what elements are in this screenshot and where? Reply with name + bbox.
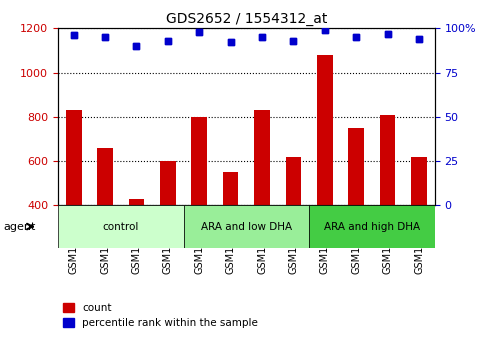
Bar xyxy=(380,115,396,294)
Point xyxy=(258,34,266,40)
Point xyxy=(415,36,423,42)
Title: GDS2652 / 1554312_at: GDS2652 / 1554312_at xyxy=(166,12,327,26)
Point xyxy=(164,38,172,44)
Bar xyxy=(97,148,113,294)
FancyBboxPatch shape xyxy=(58,205,184,248)
Point xyxy=(133,43,141,49)
Bar xyxy=(348,128,364,294)
Text: agent: agent xyxy=(3,222,36,232)
Bar xyxy=(223,172,239,294)
Point xyxy=(290,38,298,44)
Bar xyxy=(160,161,176,294)
FancyBboxPatch shape xyxy=(184,205,309,248)
Point xyxy=(415,36,423,42)
Bar xyxy=(191,117,207,294)
Text: ARA and high DHA: ARA and high DHA xyxy=(324,222,420,232)
Point xyxy=(258,34,266,40)
Point xyxy=(101,34,109,40)
Point xyxy=(70,33,78,38)
Point xyxy=(227,40,235,45)
Point xyxy=(164,38,172,44)
Bar xyxy=(411,156,427,294)
Bar xyxy=(285,156,301,294)
Point xyxy=(384,31,392,36)
Bar xyxy=(317,55,333,294)
Point xyxy=(384,31,392,36)
Bar xyxy=(128,199,144,294)
Point xyxy=(321,27,328,33)
Text: ARA and low DHA: ARA and low DHA xyxy=(201,222,292,232)
Point xyxy=(353,34,360,40)
Point xyxy=(321,27,328,33)
Point xyxy=(101,34,109,40)
Point xyxy=(353,34,360,40)
Text: control: control xyxy=(102,222,139,232)
Bar xyxy=(58,28,435,205)
Legend: count, percentile rank within the sample: count, percentile rank within the sample xyxy=(63,303,258,328)
Point xyxy=(195,29,203,35)
Point xyxy=(133,43,141,49)
Point xyxy=(70,33,78,38)
FancyBboxPatch shape xyxy=(309,205,435,248)
Point xyxy=(290,38,298,44)
Bar xyxy=(254,110,270,294)
Bar xyxy=(66,110,82,294)
Point xyxy=(227,40,235,45)
Point xyxy=(195,29,203,35)
